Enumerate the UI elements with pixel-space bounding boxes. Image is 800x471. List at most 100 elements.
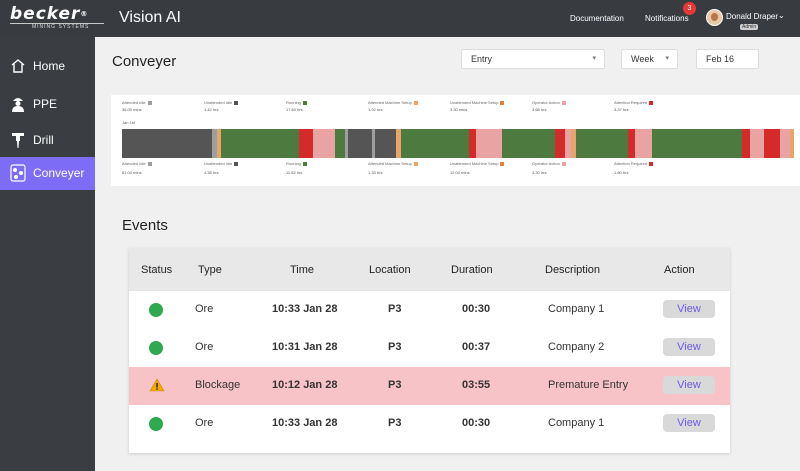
- top-legend-value: 1.42 hrs: [204, 107, 219, 112]
- status-ok-icon: [149, 417, 163, 431]
- sidebar-item-ppe[interactable]: PPE: [0, 88, 95, 121]
- top-legend-value: 17.60 hrs: [286, 107, 303, 112]
- event-location: P3: [388, 379, 402, 391]
- legend-swatch: [302, 100, 307, 105]
- view-button[interactable]: View: [663, 300, 715, 318]
- documentation-link[interactable]: Documentation: [570, 14, 624, 23]
- home-icon: [11, 59, 25, 73]
- timeline-segment-attended-idle[interactable]: [211, 129, 218, 158]
- timeline-segment-attended-machine-setup[interactable]: [217, 129, 222, 158]
- view-button[interactable]: View: [663, 338, 715, 356]
- timeline-segment-running[interactable]: [575, 129, 629, 158]
- timeline-segment-attended-idle[interactable]: [372, 129, 376, 158]
- bottom-legend-label: Running: [286, 161, 307, 166]
- top-legend-label: Unattended Idle: [204, 100, 239, 105]
- legend-label-text: Operator Action: [532, 100, 560, 105]
- status-ok-icon: [149, 303, 163, 317]
- timeline-segment-operator-action[interactable]: [476, 129, 503, 158]
- event-duration: 03:55: [462, 379, 491, 391]
- timeline-segment-running[interactable]: [334, 129, 346, 158]
- timeline-segment-unattended-idle[interactable]: [375, 129, 397, 158]
- event-time: 10:33 Jan 28: [272, 303, 338, 315]
- timeline-segment-attention-required[interactable]: [742, 129, 751, 158]
- timeline-segment-running[interactable]: [501, 129, 556, 158]
- timeline-segment-running[interactable]: [651, 129, 743, 158]
- bottom-legend-value: 4.38 hrs: [204, 170, 219, 175]
- chevron-down-icon[interactable]: ⌄: [778, 11, 785, 20]
- period-select-value: Week: [631, 54, 654, 64]
- avatar[interactable]: [706, 9, 723, 26]
- legend-swatch: [561, 161, 566, 166]
- timeline-segment-unattended-idle[interactable]: [122, 129, 212, 158]
- top-legend-label: Attention Required: [614, 100, 654, 105]
- avatar-face: [711, 13, 718, 21]
- timeline-segment-attended-machine-setup[interactable]: [570, 129, 577, 158]
- timeline-segment-operator-action[interactable]: [749, 129, 765, 158]
- legend-label-text: Attention Required: [614, 100, 648, 105]
- timeline-segment-operator-action[interactable]: [313, 129, 335, 158]
- table-header: Status Type Time Location Duration Descr…: [129, 248, 730, 291]
- timeline-segment-attention-required[interactable]: [469, 129, 477, 158]
- legend-label-text: Attended Machine Setup: [368, 100, 412, 105]
- timeline-segment-attention-required[interactable]: [628, 129, 636, 158]
- date-input-value: Feb 16: [706, 54, 735, 64]
- view-button[interactable]: View: [663, 376, 715, 394]
- sidebar: Home PPE Drill Conveyer: [0, 37, 95, 471]
- legend-swatch: [500, 161, 505, 166]
- logo-subtitle: MINING SYSTEMS: [32, 24, 90, 30]
- sidebar-item-label: Home: [33, 59, 66, 73]
- legend-swatch: [649, 100, 654, 105]
- legend-label-text: Unattended Idle: [204, 100, 233, 105]
- worker-icon: [12, 98, 24, 112]
- legend-label-text: Unattended Machine Setup: [450, 161, 499, 166]
- bottom-legend-value: 1.33 hrs: [368, 170, 383, 175]
- top-legend-value: 3.37 hrs: [614, 107, 629, 112]
- bottom-legend-value: 3.30 hrs: [532, 170, 547, 175]
- legend-label-text: Running: [286, 161, 301, 166]
- legend-label-text: Attention Required: [614, 161, 648, 166]
- brand-logo[interactable]: becker® MINING SYSTEMS: [10, 6, 104, 30]
- timeline-segment-attention-required[interactable]: [555, 129, 566, 158]
- top-legend-value: 1.92 hrs: [368, 107, 383, 112]
- view-button[interactable]: View: [663, 414, 715, 432]
- table-row: Blockage 10:12 Jan 28 P3 03:55 Premature…: [129, 367, 730, 405]
- table-row: Ore 10:33 Jan 28 P3 00:30 Company 1 View: [129, 405, 730, 443]
- timeline-segment-operator-action[interactable]: [635, 129, 653, 158]
- machine-state-timeline: Jan 1st Attended Idle 36.00 mins Unattende…: [111, 95, 800, 186]
- timeline-segment-running[interactable]: [401, 129, 470, 158]
- top-legend-label: Operator Action: [532, 100, 566, 105]
- period-select[interactable]: Week ▾: [621, 49, 678, 69]
- bottom-legend-label: Attention Required: [614, 161, 654, 166]
- legend-swatch: [302, 161, 307, 166]
- column-header-type: Type: [198, 264, 222, 276]
- timeline-segment-attended-idle[interactable]: [345, 129, 349, 158]
- table-row: Ore 10:33 Jan 28 P3 00:30 Company 1 View: [129, 291, 730, 329]
- user-name[interactable]: Donald Draper: [726, 12, 779, 21]
- timeline-segment-attended-machine-setup[interactable]: [396, 129, 402, 158]
- timeline-segment-operator-action[interactable]: [565, 129, 572, 158]
- event-type: Ore: [195, 341, 214, 353]
- app-title: Vision AI: [119, 9, 181, 26]
- drill-icon: [12, 133, 24, 148]
- sidebar-item-home[interactable]: Home: [0, 50, 95, 83]
- table-row: Ore 10:31 Jan 28 P3 00:37 Company 2 View: [129, 329, 730, 367]
- date-input[interactable]: Feb 16: [696, 49, 759, 69]
- entry-select[interactable]: Entry ▾: [461, 49, 605, 69]
- events-title: Events: [122, 217, 168, 234]
- timeline-segment-attention-required[interactable]: [764, 129, 781, 158]
- sidebar-item-conveyer[interactable]: Conveyer: [0, 157, 95, 190]
- timeline-segment-operator-action[interactable]: [779, 129, 791, 158]
- timeline-bar[interactable]: [122, 129, 795, 158]
- timeline-segment-attended-machine-setup[interactable]: [789, 129, 795, 158]
- legend-swatch: [561, 100, 566, 105]
- sidebar-item-drill[interactable]: Drill: [0, 124, 95, 157]
- warning-icon: [149, 378, 165, 392]
- timeline-segment-unattended-idle[interactable]: [348, 129, 373, 158]
- legend-label-text: Running: [286, 100, 301, 105]
- timeline-segment-attention-required[interactable]: [299, 129, 314, 158]
- event-duration: 00:30: [462, 303, 491, 315]
- timeline-segment-running[interactable]: [220, 129, 300, 158]
- event-type: Blockage: [195, 379, 241, 391]
- event-duration: 00:30: [462, 417, 491, 429]
- notifications-link[interactable]: Notifications: [645, 14, 689, 23]
